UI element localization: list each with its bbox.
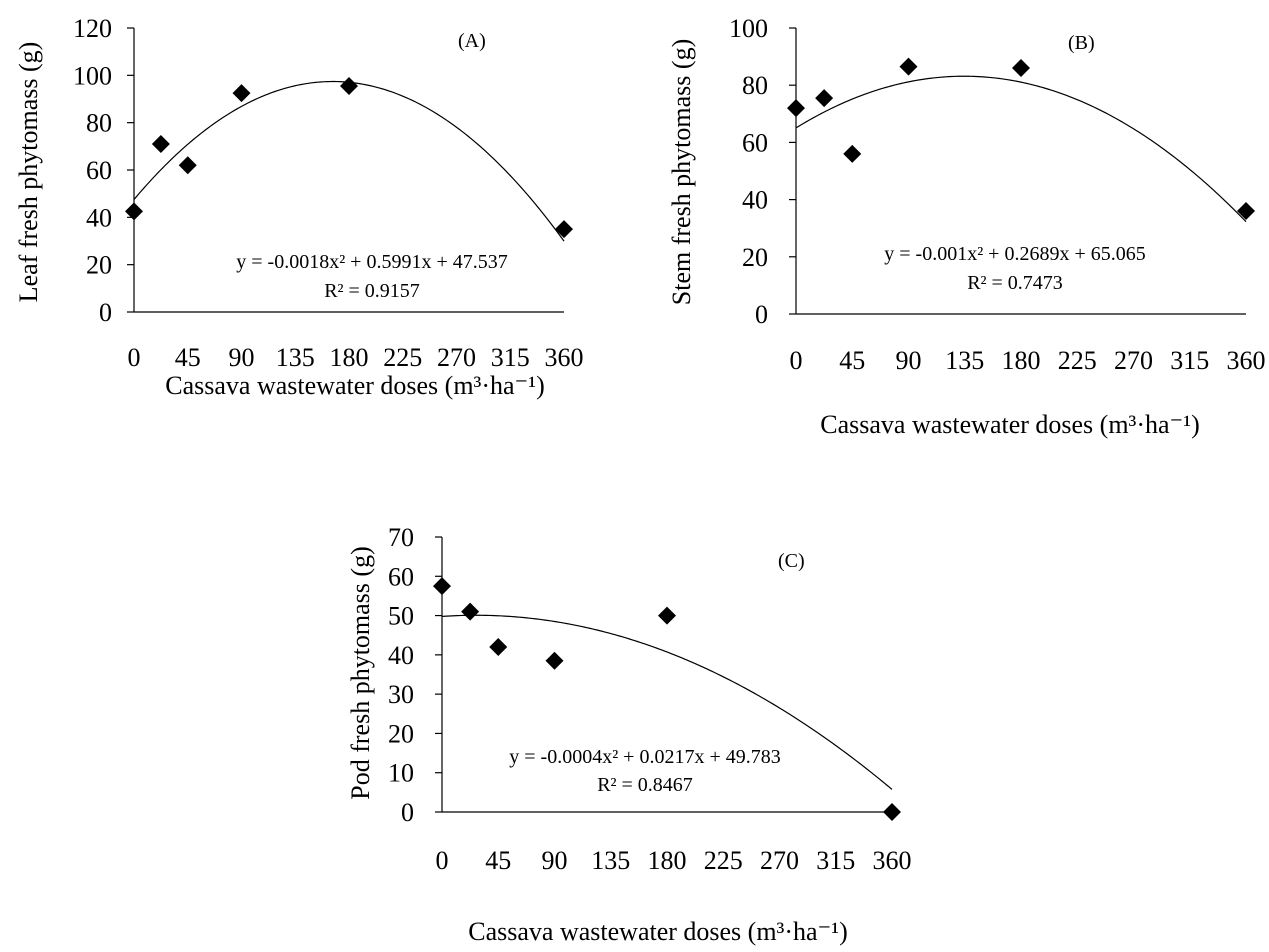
panel-c-y-tick-label: 70 [388, 523, 414, 552]
panel-b-plot-area: 0 20 40 60 80 100 0 45 90 135 180 225 270 315 360 [729, 14, 1266, 375]
panel-c-y-tick-label: 0 [401, 798, 414, 827]
panel-b-label: (B) [1068, 32, 1095, 54]
panel-c-x-tick-label: 315 [816, 846, 855, 875]
panel-c-data-point [658, 606, 676, 625]
panel-b-data-point [1237, 202, 1255, 221]
panel-a-data-point [151, 134, 170, 153]
panel-c-y-tick-label: 50 [388, 602, 414, 631]
panel-c-trend-curve [441, 614, 893, 790]
panel-a: 0 20 40 60 80 100 120 0 45 90 135 180 225 270 315 360 (… [14, 14, 584, 400]
panel-b-y-tick-label: 100 [729, 14, 768, 43]
panel-b-data-point [843, 144, 862, 163]
panel-c-equation: y = -0.0004x² + 0.0217x + 49.783 [509, 746, 781, 768]
panel-b-x-tick-label: 180 [1002, 346, 1041, 375]
panel-c: 0 10 20 30 40 50 60 70 0 45 90 135 180 225 270 315 360 (… [346, 523, 912, 946]
panel-b-x-tick-label: 90 [896, 346, 922, 375]
panel-a-x-tick-label: 135 [276, 343, 315, 372]
panel-c-x-tick-label: 135 [591, 846, 630, 875]
panel-b-y-tick-label: 80 [742, 71, 768, 100]
panel-b-x-tick-label: 0 [790, 346, 803, 375]
panel-a-data-point [232, 84, 251, 103]
panel-b-x-tick-label: 360 [1227, 346, 1266, 375]
panel-c-r-squared: R² = 0.8467 [597, 774, 693, 796]
panel-a-y-axis-title: Leaf fresh phytomass (g) [14, 42, 43, 303]
panel-c-x-tick-label: 360 [873, 846, 912, 875]
panel-a-data-point [125, 202, 143, 221]
panel-c-x-tick-label: 90 [542, 846, 568, 875]
panel-a-y-tick-label: 80 [86, 109, 112, 138]
panel-b-x-tick-label: 135 [945, 346, 984, 375]
panel-b-data-point [815, 89, 834, 108]
panel-a-x-tick-label: 270 [437, 343, 476, 372]
panel-a-x-tick-label: 225 [383, 343, 422, 372]
panel-c-y-axis-title: Pod fresh phytomass (g) [346, 546, 375, 799]
panel-a-x-tick-label: 45 [175, 343, 201, 372]
panel-b-x-tick-label: 270 [1114, 346, 1153, 375]
panel-b-data-point [787, 99, 805, 118]
panel-c-y-tick-label: 30 [388, 680, 414, 709]
panel-c-y-tick-label: 40 [388, 641, 414, 670]
panel-a-x-tick-label: 315 [491, 343, 530, 372]
panel-b-x-tick-label: 315 [1170, 346, 1209, 375]
panel-b-data-point [1012, 59, 1030, 78]
panel-a-x-tick-label: 0 [128, 343, 141, 372]
panel-c-x-tick-label: 225 [704, 846, 743, 875]
panel-c-x-tick-label: 0 [436, 846, 449, 875]
panel-c-x-tick-label: 45 [485, 846, 511, 875]
panel-c-x-tick-label: 270 [760, 846, 799, 875]
panel-a-y-tick-label: 0 [99, 298, 112, 327]
panel-c-x-axis-title: Cassava wastewater doses (m³·ha⁻¹) [468, 917, 847, 946]
panel-b-y-tick-label: 60 [742, 128, 768, 157]
panel-c-data-point [433, 577, 451, 596]
panel-c-y-tick-label: 60 [388, 562, 414, 591]
panel-a-data-point [555, 220, 573, 239]
panel-b-y-axis-title: Stem fresh phytomass (g) [667, 39, 696, 305]
panel-c-x-tick-label: 180 [648, 846, 687, 875]
panel-a-x-tick-label: 90 [229, 343, 255, 372]
panel-c-data-point [883, 803, 901, 821]
panel-c-data-point [461, 602, 480, 621]
panel-a-y-tick-label: 20 [86, 251, 112, 280]
panel-c-data-point [545, 651, 564, 670]
panel-b-y-tick-label: 0 [755, 300, 768, 329]
panel-b-r-squared: R² = 0.7473 [967, 272, 1063, 294]
panel-b-trend-curve [795, 75, 1247, 223]
panel-c-label: (C) [778, 550, 805, 572]
panel-b-y-tick-label: 40 [742, 186, 768, 215]
panel-a-y-tick-label: 60 [86, 156, 112, 185]
panel-b-x-tick-label: 225 [1058, 346, 1097, 375]
panel-a-data-point [340, 76, 358, 95]
panel-a-plot-area: 0 20 40 60 80 100 120 0 45 90 135 180 225 270 315 360 [73, 14, 584, 372]
panel-c-y-tick-label: 10 [388, 759, 414, 788]
panel-c-data-point [489, 638, 508, 656]
panel-a-x-tick-label: 180 [330, 343, 369, 372]
panel-a-y-tick-label: 120 [73, 14, 112, 43]
panel-a-x-axis-title: Cassava wastewater doses (m³·ha⁻¹) [165, 371, 544, 400]
panel-a-trend-curve [133, 80, 565, 242]
panel-b-y-tick-label: 20 [742, 243, 768, 272]
panel-a-label: (A) [458, 30, 486, 52]
panel-a-x-tick-label: 360 [545, 343, 584, 372]
panel-a-equation: y = -0.0018x² + 0.5991x + 47.537 [236, 251, 508, 273]
panel-a-r-squared: R² = 0.9157 [324, 280, 420, 302]
panel-b-x-axis-title: Cassava wastewater doses (m³·ha⁻¹) [820, 410, 1199, 439]
panel-b-equation: y = -0.001x² + 0.2689x + 65.065 [884, 243, 1146, 265]
panel-a-y-tick-label: 100 [73, 61, 112, 90]
panel-a-y-tick-label: 40 [86, 203, 112, 232]
panel-c-plot-area: 0 10 20 30 40 50 60 70 0 45 90 135 180 225 270 315 360 [388, 523, 912, 875]
panel-a-data-point [178, 156, 197, 175]
panel-b-data-point [899, 57, 918, 76]
panel-b-x-tick-label: 45 [839, 346, 865, 375]
panel-c-y-tick-label: 20 [388, 719, 414, 748]
